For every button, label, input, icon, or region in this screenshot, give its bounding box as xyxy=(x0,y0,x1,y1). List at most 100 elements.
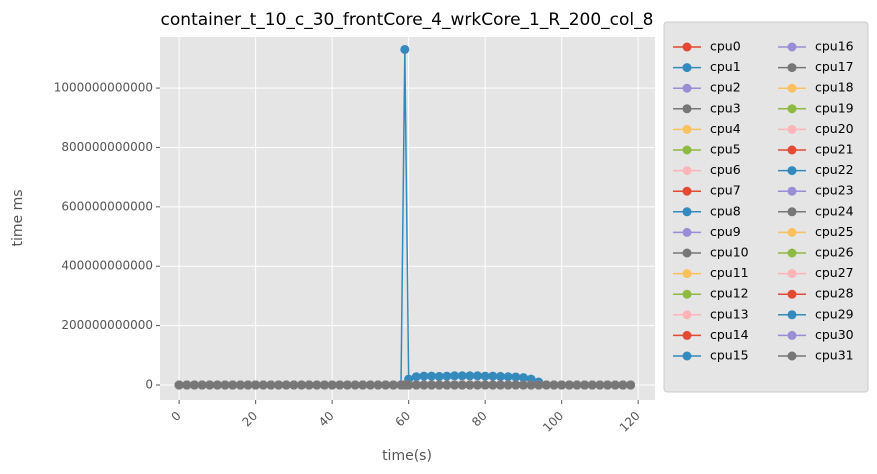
chart-title: container_t_10_c_30_frontCore_4_wrkCore_… xyxy=(161,10,654,30)
data-point xyxy=(304,380,314,390)
data-point xyxy=(526,380,536,390)
data-point xyxy=(381,380,391,390)
legend-label: cpu6 xyxy=(710,162,741,177)
legend-marker xyxy=(787,269,797,279)
legend-marker xyxy=(682,351,692,361)
y-tick-label: 0 xyxy=(145,378,153,392)
data-point xyxy=(419,371,429,381)
legend-marker xyxy=(682,330,692,340)
data-point xyxy=(419,380,429,390)
legend-label: cpu2 xyxy=(710,80,741,95)
legend-marker xyxy=(787,104,797,114)
legend-label: cpu28 xyxy=(815,286,854,301)
data-point xyxy=(174,380,184,390)
legend-marker xyxy=(787,63,797,73)
data-point xyxy=(541,380,551,390)
data-point xyxy=(480,371,490,381)
data-point xyxy=(358,380,368,390)
legend-label: cpu4 xyxy=(710,121,741,136)
legend-label: cpu31 xyxy=(815,348,854,363)
data-point xyxy=(457,371,467,381)
legend-marker xyxy=(787,186,797,196)
data-point xyxy=(182,380,192,390)
legend-label: cpu9 xyxy=(710,224,741,239)
data-point xyxy=(297,380,307,390)
data-point xyxy=(473,380,483,390)
data-point xyxy=(587,380,597,390)
legend-marker xyxy=(787,124,797,134)
data-point xyxy=(274,380,284,390)
y-axis-label: time ms xyxy=(10,189,26,246)
data-point xyxy=(327,380,337,390)
legend-marker xyxy=(787,289,797,299)
legend-label: cpu0 xyxy=(710,39,741,54)
legend-marker xyxy=(682,104,692,114)
legend-label: cpu19 xyxy=(815,100,854,115)
legend-marker xyxy=(787,166,797,176)
data-point xyxy=(518,373,528,383)
data-point xyxy=(457,380,467,390)
data-point xyxy=(618,380,628,390)
data-point xyxy=(427,380,437,390)
legend-marker xyxy=(787,351,797,361)
data-point xyxy=(243,380,253,390)
data-point xyxy=(251,380,261,390)
data-point xyxy=(442,380,452,390)
legend-label: cpu29 xyxy=(815,306,854,321)
legend-label: cpu26 xyxy=(815,245,854,260)
data-point xyxy=(228,380,238,390)
data-point xyxy=(488,371,498,381)
data-point xyxy=(495,380,505,390)
legend-marker xyxy=(682,63,692,73)
x-tick-label: 80 xyxy=(469,409,490,430)
legend-label: cpu1 xyxy=(710,59,741,74)
legend-marker xyxy=(682,186,692,196)
data-point xyxy=(189,380,199,390)
legend-label: cpu16 xyxy=(815,39,854,54)
data-point xyxy=(534,380,544,390)
data-point xyxy=(564,380,574,390)
data-point xyxy=(557,380,567,390)
legend-marker xyxy=(682,227,692,237)
data-point xyxy=(373,380,383,390)
data-point xyxy=(465,380,475,390)
x-tick-label: 100 xyxy=(540,409,566,435)
data-point xyxy=(197,380,207,390)
legend-label: cpu18 xyxy=(815,80,854,95)
legend-label: cpu8 xyxy=(710,203,741,218)
legend-marker xyxy=(787,248,797,258)
data-point xyxy=(434,371,444,381)
legend-marker xyxy=(787,207,797,217)
data-point xyxy=(511,372,521,382)
data-point xyxy=(473,371,483,381)
legend-label: cpu7 xyxy=(710,183,741,198)
legend-marker xyxy=(682,166,692,176)
x-tick-label: 120 xyxy=(617,409,643,435)
legend-marker xyxy=(787,310,797,320)
legend-label: cpu25 xyxy=(815,224,854,239)
y-tick-label: 200000000000 xyxy=(61,318,153,332)
data-point xyxy=(488,380,498,390)
data-point xyxy=(212,380,222,390)
data-point xyxy=(503,372,513,382)
legend-label: cpu13 xyxy=(710,306,749,321)
y-tick-label: 800000000000 xyxy=(61,140,153,154)
data-point xyxy=(388,380,398,390)
legend-marker xyxy=(787,83,797,93)
y-tick-label: 400000000000 xyxy=(61,259,153,273)
legend-label: cpu21 xyxy=(815,142,854,157)
legend-label: cpu10 xyxy=(710,245,749,260)
data-point xyxy=(580,380,590,390)
legend-label: cpu23 xyxy=(815,183,854,198)
legend-marker xyxy=(682,145,692,155)
x-axis-label: time(s) xyxy=(382,448,432,464)
x-tick-label: 60 xyxy=(393,409,414,430)
data-point xyxy=(610,380,620,390)
data-point xyxy=(400,44,410,54)
legend-label: cpu17 xyxy=(815,59,854,74)
data-point xyxy=(434,380,444,390)
data-point xyxy=(480,380,490,390)
x-tick-label: 40 xyxy=(316,409,337,430)
data-point xyxy=(427,371,437,381)
legend-label: cpu22 xyxy=(815,162,854,177)
